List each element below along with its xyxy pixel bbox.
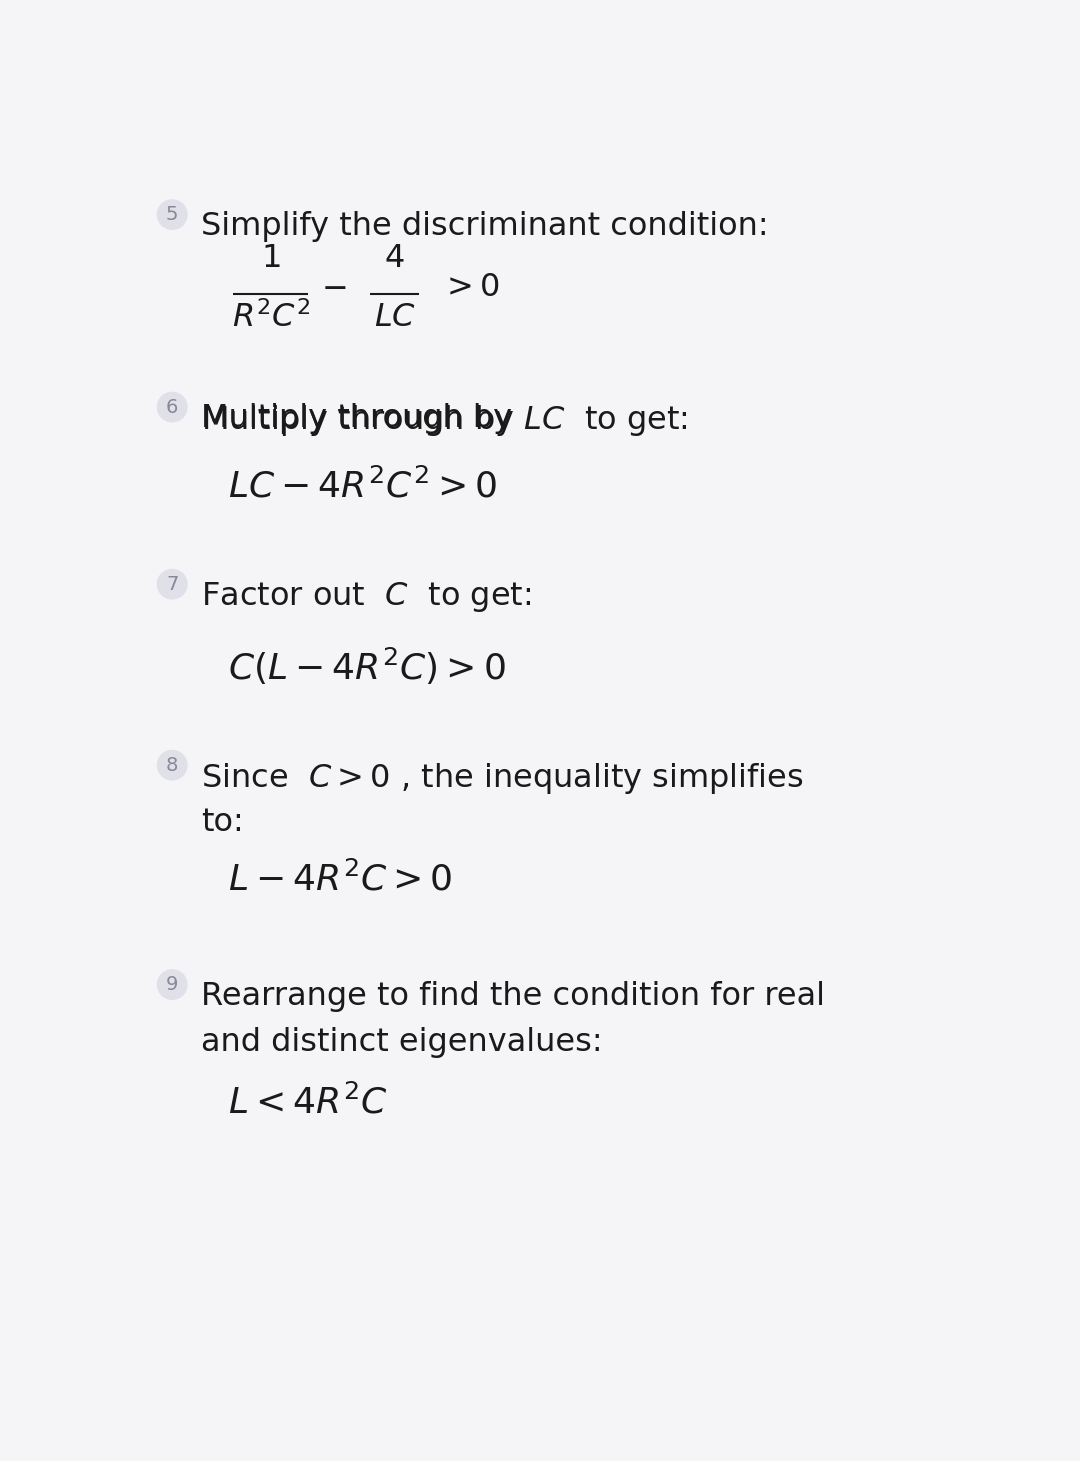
Text: Since  $\mathit{C} > 0$ , the inequality simplifies: Since $\mathit{C} > 0$ , the inequality …: [201, 761, 804, 796]
Text: $\mathit{LC} - 4\mathit{R}^2\mathit{C}^2 > 0$: $\mathit{LC} - 4\mathit{R}^2\mathit{C}^2…: [228, 469, 497, 506]
Text: Multiply through by $\mathit{LC}$  to get:: Multiply through by $\mathit{LC}$ to get…: [201, 403, 688, 438]
Text: 7: 7: [166, 574, 178, 593]
Text: and distinct eigenvalues:: and distinct eigenvalues:: [201, 1027, 603, 1058]
Text: to:: to:: [201, 808, 244, 839]
Text: $4$: $4$: [384, 243, 405, 273]
Circle shape: [157, 749, 188, 780]
Text: $\mathit{C}(\mathit{L} - 4\mathit{R}^2\mathit{C}) > 0$: $\mathit{C}(\mathit{L} - 4\mathit{R}^2\m…: [228, 646, 505, 687]
Text: $1$: $1$: [261, 243, 281, 273]
Text: Factor out  $\mathit{C}$  to get:: Factor out $\mathit{C}$ to get:: [201, 580, 531, 614]
Text: $\mathit{L} < 4\mathit{R}^2\mathit{C}$: $\mathit{L} < 4\mathit{R}^2\mathit{C}$: [228, 1084, 388, 1121]
Circle shape: [157, 969, 188, 999]
Text: 9: 9: [166, 974, 178, 993]
Text: $LC$: $LC$: [374, 301, 416, 333]
Circle shape: [157, 568, 188, 599]
Text: $-$: $-$: [322, 272, 347, 304]
Text: $\mathit{L} - 4\mathit{R}^2\mathit{C} > 0$: $\mathit{L} - 4\mathit{R}^2\mathit{C} > …: [228, 862, 453, 897]
Text: Multiply through by: Multiply through by: [201, 403, 522, 434]
Text: $> 0$: $> 0$: [440, 272, 499, 304]
Circle shape: [157, 199, 188, 229]
Text: 8: 8: [166, 755, 178, 774]
Text: Simplify the discriminant condition:: Simplify the discriminant condition:: [201, 210, 769, 241]
Text: $R^2C^2$: $R^2C^2$: [231, 301, 310, 335]
Text: 5: 5: [166, 205, 178, 224]
Circle shape: [157, 392, 188, 422]
Text: 6: 6: [166, 397, 178, 416]
Text: Rearrange to find the condition for real: Rearrange to find the condition for real: [201, 980, 825, 1011]
